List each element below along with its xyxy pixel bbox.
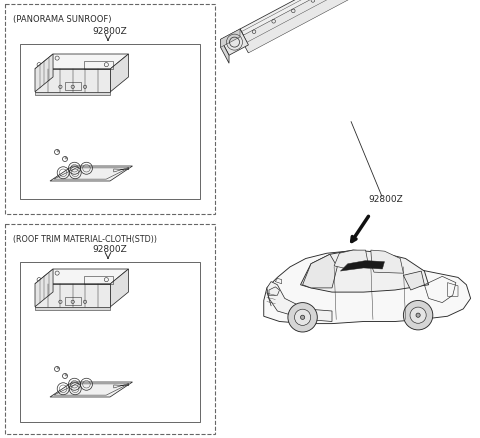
Bar [20, 262, 200, 422]
Circle shape [410, 307, 426, 324]
Polygon shape [269, 287, 279, 296]
Circle shape [403, 301, 433, 330]
Polygon shape [302, 255, 337, 288]
Polygon shape [334, 251, 369, 269]
Polygon shape [340, 261, 384, 272]
Text: 92800Z: 92800Z [368, 194, 403, 204]
Polygon shape [50, 166, 132, 182]
Circle shape [295, 310, 311, 325]
Text: (PANORAMA SUNROOF): (PANORAMA SUNROOF) [13, 15, 111, 24]
Polygon shape [110, 269, 129, 307]
Text: 92800Z: 92800Z [93, 27, 127, 36]
Polygon shape [110, 55, 129, 92]
Polygon shape [403, 272, 424, 290]
Polygon shape [221, 30, 240, 48]
Circle shape [416, 313, 420, 318]
Polygon shape [240, 30, 249, 54]
Text: 92800Z: 92800Z [93, 244, 127, 254]
Polygon shape [221, 40, 229, 64]
Polygon shape [35, 55, 53, 92]
Polygon shape [267, 282, 332, 322]
Bar [5, 5, 215, 215]
Bar [64, 297, 81, 305]
Polygon shape [371, 251, 403, 274]
Polygon shape [35, 70, 110, 92]
Polygon shape [35, 55, 129, 70]
Polygon shape [35, 92, 110, 96]
Polygon shape [300, 251, 429, 293]
Circle shape [300, 315, 305, 320]
Bar [5, 225, 215, 434]
Polygon shape [35, 269, 129, 284]
Bar [64, 83, 81, 91]
Polygon shape [35, 307, 110, 310]
Polygon shape [35, 269, 53, 307]
Polygon shape [264, 251, 470, 324]
Polygon shape [240, 0, 425, 46]
Polygon shape [221, 30, 249, 56]
Polygon shape [240, 0, 425, 54]
Text: (ROOF TRIM MATERIAL-CLOTH(STD)): (ROOF TRIM MATERIAL-CLOTH(STD)) [13, 234, 157, 244]
Bar [20, 45, 200, 200]
Circle shape [288, 303, 317, 332]
Polygon shape [35, 284, 110, 307]
Polygon shape [50, 382, 132, 397]
